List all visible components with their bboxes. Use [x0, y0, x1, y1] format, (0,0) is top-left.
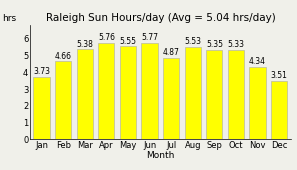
Bar	[120, 46, 136, 139]
X-axis label: Month: Month	[146, 151, 175, 160]
Text: 5.77: 5.77	[141, 33, 158, 42]
Text: 3.51: 3.51	[271, 71, 287, 80]
Text: 5.55: 5.55	[119, 37, 137, 46]
Title: Raleigh Sun Hours/day (Avg = 5.04 hrs/day): Raleigh Sun Hours/day (Avg = 5.04 hrs/da…	[45, 13, 275, 23]
Bar	[55, 61, 71, 139]
Bar	[228, 50, 244, 139]
Bar	[77, 49, 93, 139]
Text: 5.33: 5.33	[228, 40, 244, 49]
Text: 5.38: 5.38	[76, 40, 93, 49]
Text: 4.87: 4.87	[163, 48, 180, 57]
Bar	[185, 47, 201, 139]
Text: 5.53: 5.53	[184, 37, 201, 46]
Text: 5.76: 5.76	[98, 33, 115, 42]
Bar	[249, 67, 266, 139]
Bar	[206, 50, 222, 139]
Bar	[34, 77, 50, 139]
Bar	[271, 81, 287, 139]
Y-axis label: hrs: hrs	[2, 14, 16, 23]
Text: 4.66: 4.66	[55, 52, 72, 61]
Bar	[98, 43, 114, 139]
Text: 3.73: 3.73	[33, 67, 50, 76]
Bar	[163, 58, 179, 139]
Text: 4.34: 4.34	[249, 57, 266, 66]
Bar	[141, 43, 158, 139]
Text: 5.35: 5.35	[206, 40, 223, 49]
